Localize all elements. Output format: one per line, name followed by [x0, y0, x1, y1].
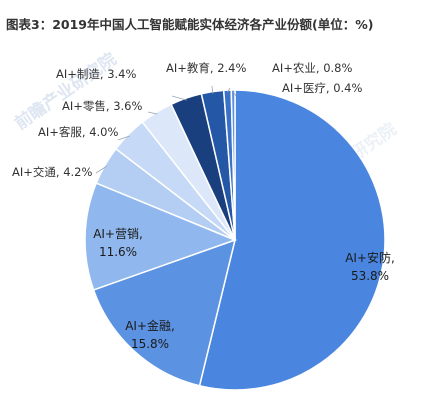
slice-label-3: AI+营销, 11.6% — [93, 227, 143, 259]
slice-label-9: AI+农业, 0.8% — [272, 61, 352, 75]
slice-label-1: AI+安防, 53.8% — [345, 250, 395, 283]
slice-label-7: AI+制造, 3.4% — [56, 67, 136, 81]
leader-line-6 — [147, 111, 158, 115]
slice-label-10: AI+医疗, 0.4% — [282, 81, 362, 95]
watermark-1: 前瞻产业研究院 — [11, 49, 121, 134]
chart-title: 图表3：2019年中国人工智能赋能实体经济各产业份额(单位：%) — [6, 17, 374, 32]
pie-slice-2 — [92, 238, 237, 387]
leader-line-4 — [95, 165, 107, 174]
slice-label-2: AI+金融, 15.8% — [125, 318, 175, 351]
leader-line-9 — [227, 87, 231, 93]
leader-line-8 — [211, 85, 214, 94]
leader-line-7 — [171, 95, 187, 101]
slice-label-8: AI+教育, 2.4% — [166, 61, 246, 75]
pie-slice-3 — [84, 182, 238, 291]
slice-label-6: AI+零售, 3.6% — [62, 99, 142, 113]
pie-slice-1 — [198, 89, 386, 391]
leader-line-5 — [117, 135, 130, 141]
slice-label-5: AI+客服, 4.0% — [38, 125, 118, 139]
slice-label-4: AI+交通, 4.2% — [12, 165, 92, 179]
leader-line-10 — [232, 91, 237, 97]
pie-slice-10 — [230, 89, 236, 241]
